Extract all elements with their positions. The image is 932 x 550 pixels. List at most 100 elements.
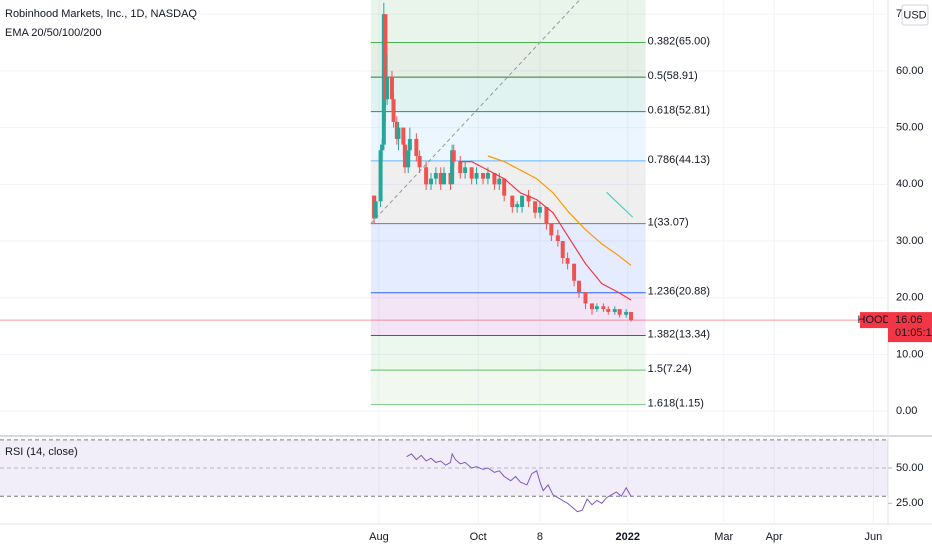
candle-body xyxy=(380,144,385,151)
candle-body xyxy=(624,311,629,315)
x-tick-label: Oct xyxy=(470,531,487,543)
candle-body xyxy=(424,167,429,185)
x-tick-label: 8 xyxy=(537,531,543,543)
y-tick-label: 25.00 xyxy=(896,497,924,509)
candle-body xyxy=(401,127,406,145)
candle-body xyxy=(414,138,419,156)
candle-body xyxy=(629,311,634,321)
candle-body xyxy=(526,195,531,202)
candle-body xyxy=(510,195,515,208)
candle-body xyxy=(590,303,594,310)
fib-zone xyxy=(370,77,646,112)
fib-label: 0.786(44.13) xyxy=(648,154,710,166)
x-tick-label: Apr xyxy=(766,531,783,543)
fib-zone xyxy=(370,111,646,161)
y-tick-label: 40.00 xyxy=(896,178,924,190)
candle-body xyxy=(417,155,422,168)
fib-zone xyxy=(370,223,646,293)
fib-zone xyxy=(370,0,646,43)
candle-body xyxy=(433,172,438,179)
candle-body xyxy=(515,204,520,208)
candle-body xyxy=(378,150,383,202)
candle-body xyxy=(560,241,565,259)
candle-body xyxy=(442,172,446,185)
candle-body xyxy=(533,201,538,213)
symbol-label: HOOD xyxy=(858,314,891,326)
candle-body xyxy=(481,172,486,179)
candle-body xyxy=(389,76,394,100)
candle-body xyxy=(594,306,599,310)
fib-label: 0.618(52.81) xyxy=(648,105,710,117)
candle-body xyxy=(396,127,401,139)
candle-body xyxy=(606,309,611,312)
last-price-tag xyxy=(888,312,932,343)
fib-label: 1.5(7.24) xyxy=(648,363,692,375)
ema-line xyxy=(606,191,634,218)
candle-body xyxy=(544,207,549,225)
symbol-tag xyxy=(860,312,888,329)
y-tick-label: 0.00 xyxy=(896,405,917,417)
chart-title: Robinhood Markets, Inc., 1D, NASDAQ xyxy=(5,8,197,20)
candle-body xyxy=(383,14,388,100)
y-tick-label: 20.00 xyxy=(896,292,924,304)
candle-body xyxy=(617,309,622,315)
x-tick-label: Aug xyxy=(369,531,389,543)
candle-body xyxy=(458,161,463,173)
candle-body xyxy=(474,172,479,179)
candle-body xyxy=(373,201,378,219)
candle-body xyxy=(612,309,617,312)
fib-label: 1(33.07) xyxy=(648,217,689,229)
x-tick-label: Jun xyxy=(864,531,882,543)
candle-body xyxy=(537,207,542,213)
currency-box xyxy=(901,4,929,26)
candle-body xyxy=(601,306,606,310)
fib-zone xyxy=(370,335,646,371)
candle-body xyxy=(407,138,412,151)
candle-body xyxy=(497,178,502,185)
candle-body xyxy=(438,172,443,185)
candle-body xyxy=(385,76,390,100)
fib-label: 1.236(20.88) xyxy=(648,286,710,298)
candle-body xyxy=(463,167,468,173)
y-tick-label: 60.00 xyxy=(896,65,924,77)
candle-body xyxy=(450,150,455,185)
fib-label: 1.618(1.15) xyxy=(648,398,704,410)
ema-line xyxy=(487,155,632,266)
candle-body xyxy=(428,178,433,185)
fib-zone xyxy=(370,42,646,78)
fib-zone xyxy=(370,160,646,224)
rsi-title: RSI (14, close) xyxy=(5,446,78,458)
candle-body xyxy=(469,167,474,179)
fib-label: 0.382(65.00) xyxy=(648,35,710,47)
candle-body xyxy=(402,144,407,168)
candle-body xyxy=(492,172,497,185)
candle-body xyxy=(555,235,560,242)
candle-body xyxy=(572,263,577,281)
candle-body xyxy=(485,172,490,179)
rsi-line xyxy=(406,452,632,513)
candle-body xyxy=(406,150,411,168)
candle-body xyxy=(520,195,525,208)
rsi-pane: 50.00 25.00 RSI (14, close) xyxy=(0,439,924,513)
fib-zone xyxy=(370,292,646,336)
countdown-label: 01:05:11 xyxy=(895,327,932,339)
candle-body xyxy=(583,292,588,304)
candle-body xyxy=(549,224,554,236)
fib-zone xyxy=(370,370,646,405)
candle-body xyxy=(576,280,581,293)
x-tick-label: 2022 xyxy=(616,531,640,543)
fib-label: 0.5(58.91) xyxy=(648,70,698,82)
candle-body xyxy=(391,99,396,122)
fib-label: 1.382(13.34) xyxy=(648,328,710,340)
last-price-label: 16.06 xyxy=(895,314,923,326)
y-tick-label: 30.00 xyxy=(896,235,924,247)
candle-body xyxy=(565,258,570,264)
x-tick-label: Mar xyxy=(714,531,733,543)
candle-body xyxy=(502,178,507,196)
ema-line xyxy=(458,161,632,301)
chart-subtitle: EMA 20/50/100/200 xyxy=(5,27,102,39)
